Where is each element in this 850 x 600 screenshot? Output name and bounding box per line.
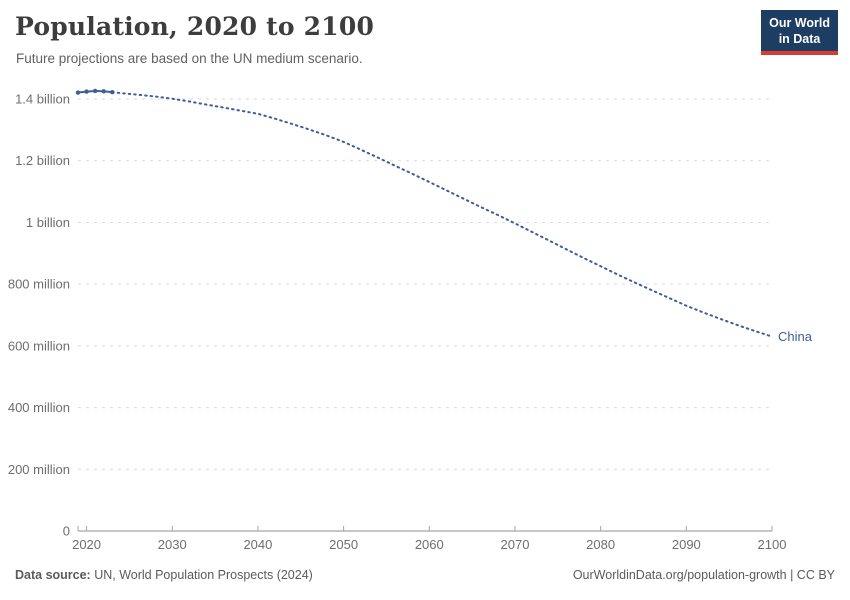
chart-footer: Data source: UN, World Population Prospe… — [0, 568, 850, 582]
y-axis-tick-label: 1 billion — [26, 215, 70, 230]
chart-subtitle: Future projections are based on the UN m… — [16, 51, 363, 66]
series-entity-label[interactable]: China — [778, 329, 813, 344]
x-axis-tick-label: 2100 — [758, 537, 787, 552]
series-point-marker — [101, 89, 106, 94]
owid-logo-line1: Our World — [769, 16, 830, 30]
series-point-marker — [75, 90, 81, 95]
y-axis-tick-label: 1.4 billion — [15, 92, 70, 107]
x-axis-tick-label: 2060 — [415, 537, 444, 552]
y-axis-tick-label: 0 — [63, 524, 70, 539]
x-axis-tick-label: 2080 — [586, 537, 615, 552]
data-source-note: Data source: UN, World Population Prospe… — [15, 568, 313, 582]
series-point-marker — [92, 88, 98, 94]
data-source-label: Data source: — [15, 568, 91, 582]
series-line-projection[interactable] — [111, 91, 773, 338]
x-axis-tick-label: 2020 — [72, 537, 101, 552]
y-axis-tick-label: 800 million — [8, 277, 70, 292]
x-axis-tick-label: 2070 — [501, 537, 530, 552]
x-axis-tick-label: 2040 — [243, 537, 272, 552]
chart-title: Population, 2020 to 2100 — [15, 12, 375, 41]
series-point-marker — [84, 89, 89, 94]
series-point-marker — [110, 90, 115, 95]
footer-link[interactable]: OurWorldinData.org/population-growth | C… — [572, 568, 835, 582]
owid-logo[interactable]: Our World in Data — [761, 10, 838, 56]
owid-logo-line2: in Data — [778, 31, 821, 46]
y-axis-tick-label: 400 million — [8, 400, 70, 415]
x-axis-tick-label: 2050 — [329, 537, 358, 552]
y-axis-tick-label: 200 million — [8, 462, 70, 477]
x-axis-tick-label: 2090 — [672, 537, 701, 552]
x-axis-tick-label: 2030 — [158, 537, 187, 552]
y-axis-tick-label: 1.2 billion — [15, 153, 70, 168]
y-axis-tick-label: 600 million — [8, 338, 70, 353]
data-source-text: UN, World Population Prospects (2024) — [90, 568, 313, 582]
